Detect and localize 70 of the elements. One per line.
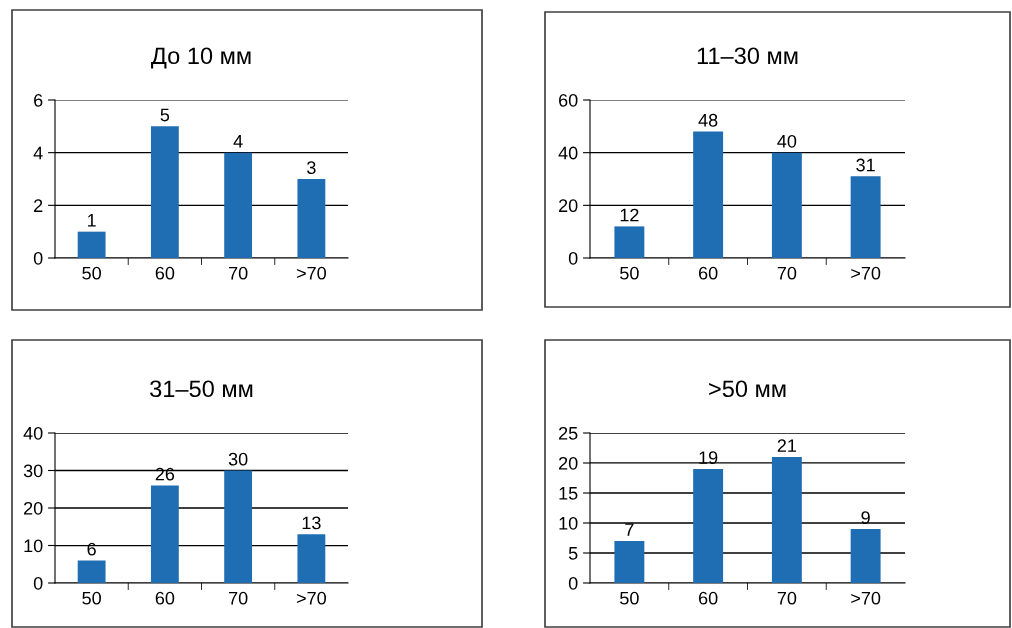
bar bbox=[150, 485, 179, 583]
x-tick-label: 50 bbox=[620, 266, 639, 280]
x-tick-label: >70 bbox=[296, 266, 326, 280]
y-tick-label: 60 bbox=[559, 93, 578, 107]
x-tick-label: 70 bbox=[229, 266, 248, 280]
x-tick-label: 60 bbox=[155, 266, 175, 280]
x-tick-label: 60 bbox=[699, 266, 718, 280]
bar bbox=[614, 541, 645, 583]
data-label: 6 bbox=[87, 542, 96, 556]
x-tick-label: 50 bbox=[620, 591, 639, 605]
data-label: 30 bbox=[228, 452, 248, 466]
y-tick-label: 10 bbox=[24, 539, 43, 553]
data-label: 9 bbox=[861, 511, 870, 525]
y-tick-label: 25 bbox=[559, 426, 578, 440]
bar bbox=[297, 179, 326, 258]
data-label: 3 bbox=[307, 161, 316, 175]
chart-title: 31–50 мм bbox=[150, 380, 253, 398]
x-tick-label: >70 bbox=[851, 591, 881, 605]
bar bbox=[224, 152, 253, 258]
y-tick-label: 20 bbox=[559, 456, 578, 470]
x-tick-label: 60 bbox=[155, 591, 175, 605]
bar bbox=[77, 560, 106, 583]
bar bbox=[850, 176, 881, 258]
bar bbox=[297, 534, 326, 583]
x-tick-label: >70 bbox=[851, 266, 881, 280]
chart-title: До 10 мм bbox=[151, 47, 251, 69]
y-tick-label: 2 bbox=[34, 199, 43, 212]
data-label: 4 bbox=[233, 135, 243, 148]
x-tick-label: 70 bbox=[777, 591, 797, 605]
y-tick-label: 15 bbox=[559, 487, 578, 500]
bar bbox=[614, 226, 645, 258]
data-label: 21 bbox=[777, 439, 797, 452]
y-tick-label: 5 bbox=[568, 547, 578, 560]
data-label: 7 bbox=[625, 523, 634, 536]
bar bbox=[693, 469, 724, 583]
data-label: 13 bbox=[302, 516, 321, 530]
y-tick-label: 30 bbox=[23, 464, 43, 478]
y-tick-label: 40 bbox=[558, 146, 578, 160]
y-tick-label: 4 bbox=[33, 146, 43, 160]
y-tick-label: 20 bbox=[559, 199, 578, 213]
data-label: 40 bbox=[777, 134, 797, 148]
y-tick-label: 6 bbox=[34, 93, 43, 107]
x-tick-label: >70 bbox=[296, 591, 326, 605]
data-label: 48 bbox=[698, 113, 718, 127]
data-label: 12 bbox=[620, 208, 639, 222]
x-tick-label: 50 bbox=[82, 591, 101, 605]
data-label: 19 bbox=[699, 451, 718, 465]
y-tick-label: 20 bbox=[24, 501, 43, 515]
bar bbox=[771, 152, 802, 258]
x-tick-label: 70 bbox=[229, 591, 248, 605]
x-tick-label: 50 bbox=[82, 266, 101, 280]
x-tick-label: 60 bbox=[699, 591, 718, 605]
y-tick-label: 10 bbox=[559, 516, 578, 530]
x-tick-label: 70 bbox=[777, 266, 797, 280]
data-label: 5 bbox=[160, 108, 170, 122]
bar bbox=[771, 457, 802, 583]
y-tick-label: 0 bbox=[568, 251, 578, 265]
chart-title: >50 мм bbox=[709, 380, 786, 398]
bar bbox=[693, 131, 724, 258]
chart-title: 11–30 мм bbox=[697, 47, 798, 65]
bar bbox=[150, 126, 179, 258]
y-tick-label: 0 bbox=[33, 251, 43, 265]
bar bbox=[77, 231, 106, 258]
y-tick-label: 0 bbox=[33, 576, 43, 590]
bar bbox=[850, 529, 881, 583]
data-label: 1 bbox=[87, 214, 96, 227]
data-label: 31 bbox=[856, 158, 875, 172]
bar bbox=[224, 470, 253, 583]
y-tick-label: 40 bbox=[23, 426, 43, 440]
y-tick-label: 0 bbox=[568, 576, 578, 590]
